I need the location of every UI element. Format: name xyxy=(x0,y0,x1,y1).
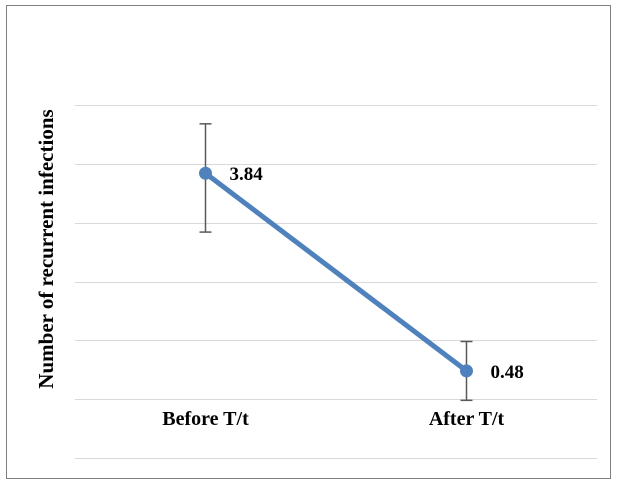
data-points xyxy=(199,166,473,378)
x-tick-label: Before T/t xyxy=(162,408,249,430)
y-axis-title: Number of recurrent infections xyxy=(34,109,58,388)
data-labels: 3.84 0.48 xyxy=(230,164,524,383)
data-point xyxy=(460,364,473,378)
data-point xyxy=(199,166,212,180)
x-tick-label: After T/t xyxy=(429,408,505,430)
gridlines xyxy=(75,105,597,459)
x-tick-labels: Before T/t After T/t xyxy=(162,408,504,430)
chart-frame: 3.84 0.48 Before T/t After T/t Number of r… xyxy=(6,5,611,479)
series-line xyxy=(203,170,469,374)
series-polyline xyxy=(203,170,469,374)
line-chart: 3.84 0.48 Before T/t After T/t Number of r… xyxy=(34,105,597,459)
data-label: 0.48 xyxy=(491,362,524,383)
data-label: 3.84 xyxy=(230,164,264,185)
